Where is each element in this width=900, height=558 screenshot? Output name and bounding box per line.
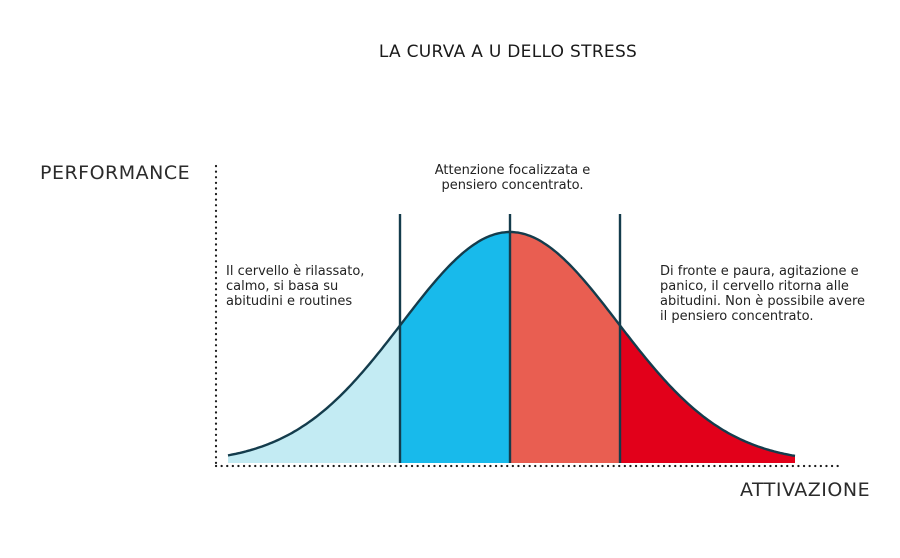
bell-curve [227, 230, 796, 458]
note-focused: Attenzione focalizzata e pensiero concen… [434, 163, 591, 193]
y-axis-label: PERFORMANCE [40, 162, 191, 184]
zone-relaxed-fill [228, 325, 400, 463]
zone-focused-low-fill [400, 232, 510, 463]
note-panic: Di fronte e paura, agitazione e panico, … [660, 264, 866, 324]
zone-focused-high-fill [510, 232, 620, 463]
x-axis-label: ATTIVAZIONE [740, 479, 871, 501]
diagram-title: LA CURVA A U DELLO STRESS [378, 42, 638, 62]
zone-panic-fill [620, 325, 795, 463]
note-relaxed: Il cervello è rilassato, calmo, si basa … [226, 264, 365, 309]
